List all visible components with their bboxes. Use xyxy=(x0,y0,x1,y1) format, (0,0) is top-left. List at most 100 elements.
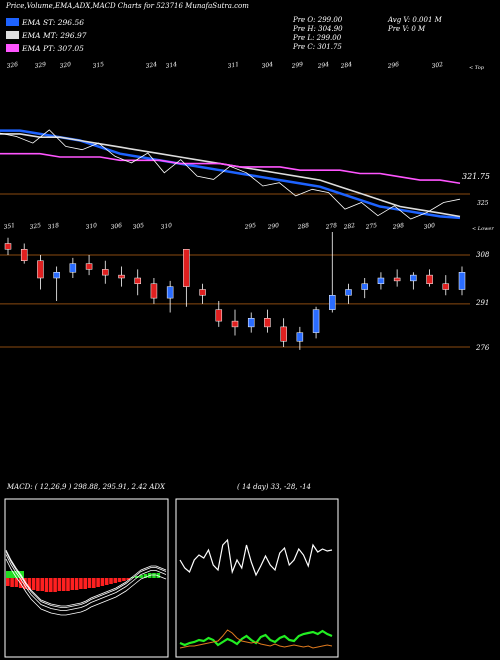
candle-body xyxy=(361,283,368,290)
candle-body xyxy=(69,263,77,273)
top-number-label: 302 xyxy=(431,61,444,70)
mid-number-label: 318 xyxy=(47,222,60,231)
candle-body xyxy=(166,286,174,299)
macd-histogram-bar xyxy=(66,578,70,591)
candle-body xyxy=(102,269,109,276)
candle-body xyxy=(345,289,352,296)
mid-number-label: 295 xyxy=(243,222,257,231)
stat-pre-low: Pre L: 299.00 xyxy=(293,34,342,42)
macd-histogram-bar xyxy=(40,578,44,591)
candle-body xyxy=(37,260,44,279)
price-trace xyxy=(0,129,461,220)
candle-body xyxy=(393,277,401,282)
candle-body xyxy=(199,289,206,296)
candle-body xyxy=(458,272,466,290)
candle-body xyxy=(280,326,287,342)
macd-histogram-bar xyxy=(79,578,83,589)
mid-number-label: 278 xyxy=(324,222,338,231)
candle-body xyxy=(183,249,190,287)
macd-histogram-bar xyxy=(14,578,19,587)
macd-histogram-bar xyxy=(113,578,118,583)
mid-number-label: 282 xyxy=(342,222,356,231)
mid-number-label: 290 xyxy=(266,222,280,231)
candle-body xyxy=(4,243,12,250)
macd-histogram-bar xyxy=(49,578,53,592)
macd-histogram-bar xyxy=(74,578,79,590)
macd-histogram-bar xyxy=(135,576,139,578)
top-number-label: 326 xyxy=(6,61,19,70)
macd-histogram-bar xyxy=(92,578,96,588)
plus-di-line xyxy=(179,629,333,647)
macd-line xyxy=(5,554,167,611)
candle-body xyxy=(20,249,28,261)
top-number-label: 320 xyxy=(59,61,72,70)
macd-histogram-bar xyxy=(83,578,87,589)
macd-histogram-bar xyxy=(96,578,100,587)
top-number-label: 294 xyxy=(316,61,330,70)
macd-histogram-bar xyxy=(6,578,10,586)
price-axis-308: 308 xyxy=(476,251,490,259)
stat-pre-volume: Pre V: 0 M xyxy=(388,25,426,33)
macd-histogram-bar xyxy=(44,578,49,592)
candle-body xyxy=(312,309,320,333)
macd-histogram-bar xyxy=(130,577,135,578)
macd-histogram-bar xyxy=(117,578,122,582)
mid-number-label: 310 xyxy=(160,222,173,231)
mid-number-label: 275 xyxy=(364,222,378,231)
top-number-label: 324 xyxy=(145,61,158,70)
top-price-label: 321.75 xyxy=(462,172,490,181)
top-number-label: 304 xyxy=(261,61,274,70)
legend-ema-mt: EMA MT: 296.97 xyxy=(6,31,87,40)
price-axis-276: 276 xyxy=(476,344,490,352)
legend-ema-st: EMA ST: 296.56 xyxy=(6,18,84,27)
top-number-label: 284 xyxy=(339,61,353,70)
mid-number-label: 300 xyxy=(423,222,436,231)
macd-histogram-bar xyxy=(61,578,66,591)
stat-avg-volume: Avg V: 0.001 M xyxy=(388,16,442,24)
legend-ema-pt: EMA PT: 307.05 xyxy=(6,44,84,53)
macd-histogram-bar xyxy=(10,578,14,587)
macd-histogram-bar xyxy=(27,578,32,590)
macd-histogram-bar xyxy=(139,575,143,578)
macd-line xyxy=(5,558,167,616)
top-number-label: 329 xyxy=(34,61,47,70)
top-number-label: 315 xyxy=(92,61,105,70)
top-right-label: < Top xyxy=(469,65,484,71)
macd-histogram-bar xyxy=(57,578,62,591)
candle-body xyxy=(410,274,417,282)
macd-histogram-bar xyxy=(152,573,156,578)
macd-histogram-bar xyxy=(31,578,36,590)
mid-number-label: 351 xyxy=(3,222,15,231)
candle-body xyxy=(53,272,60,279)
top-number-label: 311 xyxy=(227,61,239,70)
mid-number-label: 305 xyxy=(132,222,145,231)
macd-histogram-bar xyxy=(126,578,130,580)
candle-body xyxy=(231,320,239,328)
macd-line xyxy=(5,551,167,608)
stat-pre-open: Pre O: 299.00 xyxy=(293,16,343,24)
macd-histogram-bar xyxy=(36,578,40,591)
legend-swatch-ema-pt xyxy=(6,44,19,52)
candle-body xyxy=(247,318,255,328)
legend-swatch-ema-st xyxy=(6,18,19,26)
top-number-label: 314 xyxy=(165,61,178,70)
stat-pre-high: Pre H: 304.90 xyxy=(293,25,343,33)
macd-line xyxy=(5,549,167,607)
macd-histogram-bar xyxy=(53,578,57,592)
mid-number-label: 298 xyxy=(391,222,405,231)
macd-label: MACD: ( 12,26,9 ) 298.88, 295.91, 2.42 A… xyxy=(7,483,165,491)
ema-line-ema-pt xyxy=(0,152,461,185)
mid-number-label: 306 xyxy=(110,222,123,231)
candle-body xyxy=(118,274,125,279)
macd-histogram-left xyxy=(6,571,24,578)
top-number-label: 299 xyxy=(290,61,304,70)
top-price-label2: 325 xyxy=(477,200,489,207)
candle-body xyxy=(442,283,450,290)
adx-label: ( 14 day) 33, -28, -14 xyxy=(237,483,312,491)
top-number-label: 296 xyxy=(386,61,400,70)
adx-panel xyxy=(175,498,339,658)
